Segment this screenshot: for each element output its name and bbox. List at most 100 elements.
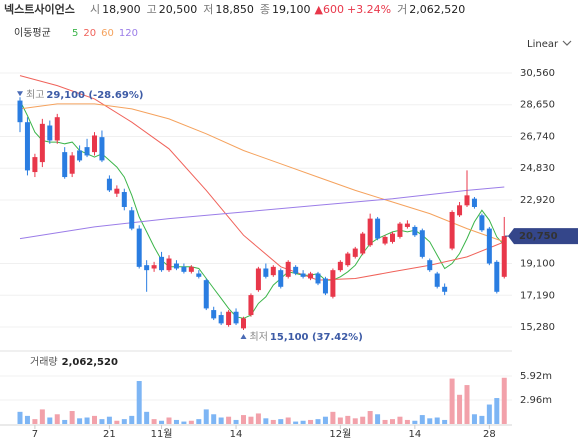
candle-body <box>285 261 291 277</box>
volume-bar <box>218 417 224 424</box>
candle-body <box>121 192 127 207</box>
ma-line <box>19 186 505 240</box>
stat-value: 18,900 <box>102 3 141 16</box>
candle-body <box>144 265 150 271</box>
candle-body <box>166 258 172 271</box>
candle-body <box>479 215 485 231</box>
x-tick-label: 28 <box>483 429 496 439</box>
low-note-label: 최저 <box>250 331 268 343</box>
candle-body <box>404 223 410 227</box>
y-tick-label: 30,560 <box>520 68 555 79</box>
dropdown-chevron[interactable] <box>562 40 572 46</box>
candle-body <box>84 147 90 156</box>
candle-body <box>293 266 299 274</box>
candle-body <box>419 230 425 257</box>
volume-bar <box>211 414 217 424</box>
volume-bar <box>308 419 314 424</box>
volume-bar <box>203 409 209 424</box>
volume-bar <box>17 411 23 424</box>
stat-label: 시 <box>90 3 100 16</box>
candle-body <box>457 205 463 216</box>
volume-bar <box>449 378 455 424</box>
candle-body <box>203 280 209 309</box>
candle-body <box>54 117 60 141</box>
volume-bar <box>181 421 187 424</box>
candle-body <box>188 266 194 272</box>
stat-label: 종 <box>260 3 270 16</box>
volume-bar <box>471 414 477 424</box>
volume-bar <box>106 416 112 424</box>
header-stats: 시 18,900 고 20,500 저 18,850 종 19,100 ▲600 +3.24% 거 2… <box>90 3 465 16</box>
volume-bar <box>494 398 500 424</box>
volume-bar <box>330 411 336 424</box>
x-tick-label: 21 <box>103 429 116 439</box>
y-tick-label: 22,920 <box>520 195 555 206</box>
volume-bar <box>233 419 239 424</box>
volume-value: 2,062,520 <box>409 3 465 16</box>
volume-bar <box>248 416 254 424</box>
ma-legend-title: 이동평균 <box>14 27 51 39</box>
volume-bar <box>427 418 433 424</box>
volume-tick-label: 2.96m <box>520 395 552 406</box>
candle-body <box>106 178 112 191</box>
volume-bar <box>442 419 448 424</box>
stat-label: 고 <box>147 3 157 16</box>
stat-value: 18,850 <box>215 3 254 16</box>
stat-value: 20,500 <box>159 3 198 16</box>
volume-bar <box>32 419 38 424</box>
stat-label: 저 <box>203 3 213 16</box>
volume-bar <box>367 411 373 424</box>
y-tick-label: 28,650 <box>520 100 555 111</box>
candle-body <box>173 263 179 269</box>
change: ▲600 <box>315 3 344 16</box>
volume-bar <box>129 415 135 424</box>
volume-bar <box>464 385 470 424</box>
stock-name: 넥스트사이언스 <box>4 2 75 16</box>
candle-body <box>99 137 105 161</box>
volume-bar <box>337 417 343 424</box>
candle-body <box>308 273 314 279</box>
candle-body <box>449 211 455 249</box>
x-tick-label: 11월 <box>151 428 173 439</box>
candle-body <box>494 261 500 292</box>
candle-body <box>218 315 224 324</box>
volume-tick-label: 5.92m <box>520 371 552 382</box>
candle-body <box>322 278 328 294</box>
candle-body <box>367 218 373 246</box>
candle-body <box>427 260 433 271</box>
volume-bar <box>173 419 179 424</box>
volume-bar <box>69 411 75 424</box>
volume-bar <box>121 419 127 424</box>
x-tick-label: 14 <box>408 429 421 439</box>
y-tick-label: 19,100 <box>520 259 555 270</box>
candle-body <box>315 273 321 284</box>
candle-body <box>69 155 75 174</box>
high-marker <box>17 91 23 97</box>
y-tick-label: 24,830 <box>520 163 555 174</box>
volume-bar <box>479 415 485 424</box>
candle-body <box>62 152 68 178</box>
candle-body <box>24 122 30 171</box>
volume-bar <box>390 419 395 424</box>
volume-bar <box>419 415 425 424</box>
volume-bar <box>322 416 328 424</box>
x-tick-label: 12월 <box>329 428 351 439</box>
volume-bar <box>285 417 291 424</box>
volume-bar <box>382 419 388 424</box>
candle-body <box>77 150 83 161</box>
ma-legend-item: 5 <box>72 28 78 39</box>
volume-bar <box>159 420 165 424</box>
candle-body <box>159 256 165 271</box>
volume-bar <box>84 417 90 424</box>
low-note: 최저 15,100 (37.42%) <box>250 331 363 343</box>
volume-bar <box>196 419 202 424</box>
scale-mode[interactable]: Linear <box>527 39 559 50</box>
volume-bar <box>486 404 492 424</box>
volume-bar <box>278 419 284 424</box>
candle-body <box>17 100 23 123</box>
candle-body <box>486 228 492 264</box>
candle-body <box>278 270 284 287</box>
volume-bar <box>144 411 150 424</box>
x-tick-label: 7 <box>32 429 38 439</box>
